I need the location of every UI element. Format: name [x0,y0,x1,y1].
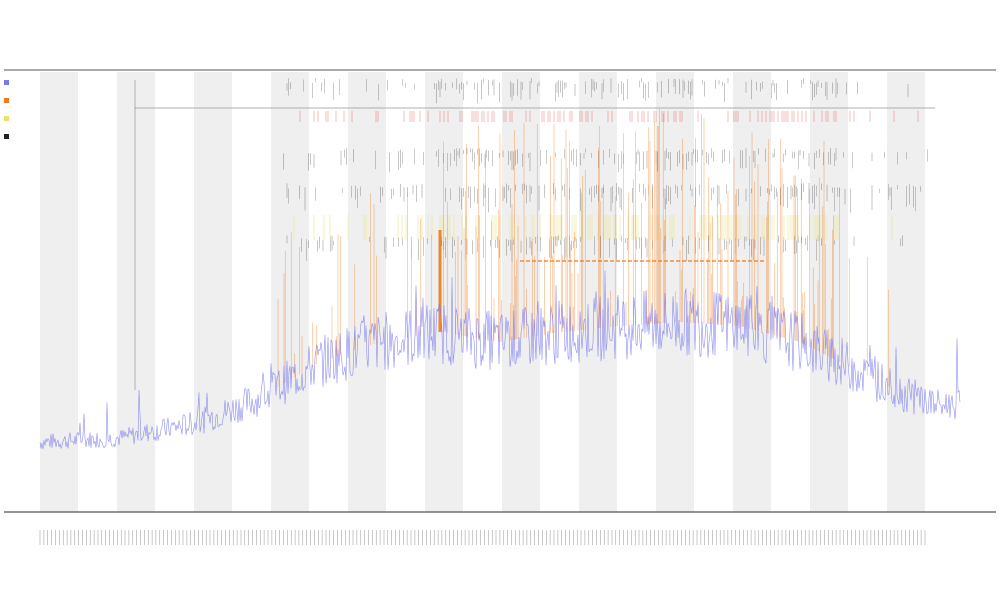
orange-peaks-series [277,109,890,388]
shaded-band [194,72,232,512]
shaded-band [887,72,925,512]
legend-swatch [4,80,9,85]
baseline-series-line [39,270,961,450]
shaded-band [502,72,540,512]
shaded-band [40,72,78,512]
shaded-band [425,72,463,512]
shaded-band [810,72,848,512]
shaded-band [271,72,309,512]
black-marks-series [134,78,928,390]
legend-swatch [4,134,9,139]
legend [4,80,9,139]
red-marks-series [299,111,919,122]
x-axis-ticks [39,530,926,545]
legend-swatch [4,98,9,103]
shaded-band [117,72,155,512]
legend-swatch [4,116,9,121]
shaded-band [348,72,386,512]
shaded-bands [40,72,925,512]
shaded-band [579,72,617,512]
